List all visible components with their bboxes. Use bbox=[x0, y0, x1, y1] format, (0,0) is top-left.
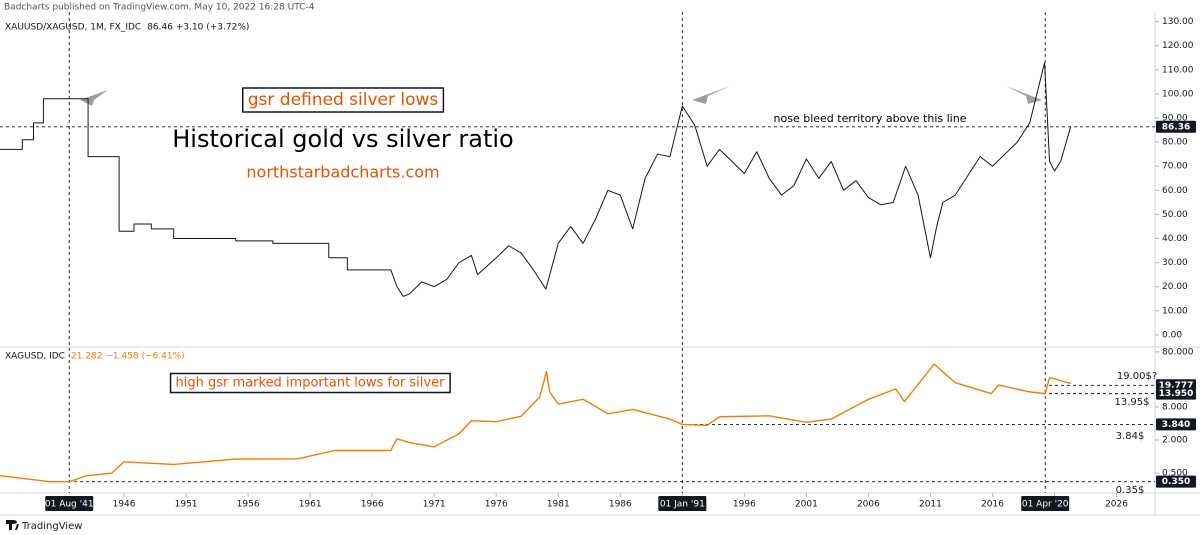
x-tick-label: 2011 bbox=[919, 500, 942, 510]
date-label-box bbox=[45, 496, 94, 511]
y-tick-label: 80.000 bbox=[1162, 347, 1194, 357]
annotation-text: gsr defined silver lows bbox=[248, 90, 439, 110]
y-tick-label: 2.000 bbox=[1162, 436, 1188, 446]
annotation-text: 19.00$? bbox=[1117, 371, 1157, 382]
date-label: 01 Apr '20 bbox=[1022, 500, 1069, 510]
annotation: high gsr marked important lows for silve… bbox=[169, 372, 451, 394]
price-label-box bbox=[1156, 387, 1196, 400]
x-tick-label: 2016 bbox=[981, 500, 1004, 510]
y-tick-label: 0.00 bbox=[1162, 330, 1182, 340]
annotation: 0.35$ bbox=[1116, 485, 1145, 496]
y-tick-label: 100.00 bbox=[1162, 89, 1194, 99]
x-tick-label: 1986 bbox=[609, 500, 632, 510]
price-label: 86.36 bbox=[1162, 122, 1190, 132]
annotation: 3.84$ bbox=[1116, 431, 1145, 442]
x-tick-label: 1996 bbox=[733, 500, 756, 510]
annotation-text: high gsr marked important lows for silve… bbox=[176, 376, 446, 391]
date-label-box bbox=[1021, 496, 1070, 511]
x-tick-label: 1976 bbox=[485, 500, 508, 510]
price-label-box bbox=[1156, 120, 1196, 133]
status-label: 86.46 +3.10 (+3.72%) bbox=[147, 23, 249, 33]
price-label: 0.350 bbox=[1162, 477, 1190, 487]
arrow bbox=[1006, 86, 1042, 104]
arrow bbox=[80, 90, 108, 106]
footer-text: TradingView bbox=[21, 521, 82, 532]
series-line bbox=[0, 62, 1072, 297]
annotation-text: 0.35$ bbox=[1116, 485, 1145, 496]
date-label: 01 Jan '91 bbox=[660, 500, 705, 510]
symbol-label: XAUUSD/XAGUSD, 1M, FX_IDC bbox=[5, 23, 141, 33]
y-tick-label: 70.00 bbox=[1162, 162, 1188, 172]
y-tick-label: 20.00 bbox=[1162, 282, 1188, 292]
annotation: gsr defined silver lows bbox=[241, 87, 445, 113]
price-label: 19.777 bbox=[1159, 381, 1194, 391]
series-line bbox=[0, 363, 1071, 483]
annotation-text: 13.95$ bbox=[1115, 397, 1150, 408]
price-label: 13.950 bbox=[1159, 389, 1194, 399]
annotation-text: northstarbadcharts.com bbox=[246, 163, 439, 182]
y-tick-label: 130.00 bbox=[1162, 17, 1194, 27]
date-label-box bbox=[658, 496, 707, 511]
logo bbox=[6, 520, 19, 530]
annotation-text: 3.84$ bbox=[1116, 431, 1145, 442]
annotation: Historical gold vs silver ratio bbox=[172, 125, 513, 153]
y-tick-label: 10.00 bbox=[1162, 306, 1188, 316]
x-tick-label: 1981 bbox=[547, 500, 570, 510]
annotation-text: Historical gold vs silver ratio bbox=[172, 125, 513, 153]
y-tick-label: 80.00 bbox=[1162, 138, 1188, 148]
annotation: 13.95$ bbox=[1115, 397, 1150, 408]
y-tick-label: 110.00 bbox=[1162, 65, 1194, 75]
x-tick-label: 1971 bbox=[423, 500, 446, 510]
date-label: 01 Aug '41 bbox=[45, 500, 94, 510]
annotation: northstarbadcharts.com bbox=[246, 163, 439, 182]
y-tick-label: 120.00 bbox=[1162, 41, 1194, 51]
y-tick-label: 0.500 bbox=[1162, 469, 1188, 479]
x-tick-label: 2001 bbox=[795, 500, 818, 510]
y-tick-label: 40.00 bbox=[1162, 234, 1188, 244]
x-tick-label: 2026 bbox=[1105, 500, 1128, 510]
x-tick-label: 1946 bbox=[113, 500, 136, 510]
symbol-label: XAGUSD, IDC bbox=[5, 352, 65, 362]
x-tick-label: 1966 bbox=[361, 500, 384, 510]
y-tick-label: 60.00 bbox=[1162, 186, 1188, 196]
annotation: nose bleed territory above this line bbox=[774, 112, 967, 125]
price-label: 3.840 bbox=[1162, 420, 1190, 430]
annotation-box bbox=[241, 87, 445, 113]
price-label-box bbox=[1156, 418, 1196, 431]
status-label: 21.282 −1.458 (−6.41%) bbox=[71, 352, 185, 362]
y-tick-label: 8.000 bbox=[1162, 402, 1188, 412]
x-tick-label: 2006 bbox=[857, 500, 880, 510]
y-tick-label: 30.00 bbox=[1162, 258, 1188, 268]
x-tick-label: 1951 bbox=[175, 500, 198, 510]
annotation-text: nose bleed territory above this line bbox=[774, 112, 967, 125]
x-tick-label: 1961 bbox=[299, 500, 322, 510]
x-tick-label: 1956 bbox=[237, 500, 260, 510]
y-tick-label: 90.00 bbox=[1162, 114, 1188, 124]
y-tick-label: 50.00 bbox=[1162, 210, 1188, 220]
header-text: Badcharts published on TradingView.com, … bbox=[4, 3, 315, 13]
arrow bbox=[692, 86, 730, 104]
annotation: 19.00$? bbox=[1117, 371, 1157, 382]
price-label-box bbox=[1156, 475, 1196, 488]
annotation-box bbox=[169, 372, 451, 394]
